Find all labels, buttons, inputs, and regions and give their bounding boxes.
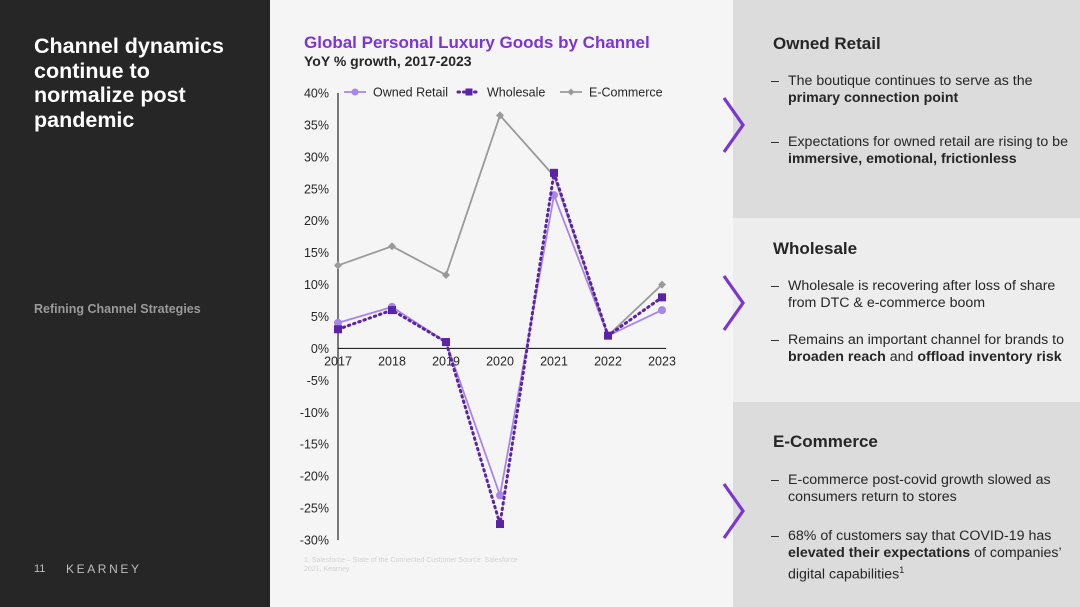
y-tick-label: -5% [307, 374, 329, 388]
y-tick-label: 0% [311, 342, 329, 356]
ecommerce-bullet-2: – 68% of customers say that COVID-19 has… [771, 528, 1062, 583]
x-tick-label: 2018 [378, 354, 406, 368]
left-panel: Channel dynamics continue to normalize p… [0, 0, 270, 607]
brand-logo: KEARNEY [66, 562, 142, 576]
slide-title: Channel dynamics continue to normalize p… [34, 34, 224, 132]
data-point [658, 306, 666, 315]
x-tick-label: 2020 [486, 354, 514, 368]
owned-retail-heading: Owned Retail [773, 34, 881, 53]
data-point [442, 270, 450, 279]
data-point [442, 338, 450, 347]
y-tick-label: 20% [304, 214, 329, 228]
chart-subtitle: YoY % growth, 2017-2023 [304, 53, 472, 69]
x-tick-label: 2022 [594, 354, 622, 368]
chevron-right-icon [722, 275, 745, 331]
chart-panel: Global Personal Luxury Goods by Channel … [270, 0, 733, 607]
series-line-e-commerce [337, 113, 663, 338]
data-point [496, 520, 504, 529]
y-tick-label: 5% [311, 310, 329, 324]
page-number: 11 [34, 563, 46, 575]
data-point [334, 318, 342, 327]
legend-marker [351, 88, 359, 96]
chart-title: Global Personal Luxury Goods by Channel [304, 33, 650, 52]
y-tick-label: 15% [304, 246, 329, 260]
data-point [496, 491, 504, 500]
data-point [334, 325, 342, 334]
owned-retail-section: Owned Retail – The boutique continues to… [722, 0, 1080, 218]
y-tick-label: -25% [300, 502, 329, 516]
chevron-right-icon [722, 483, 745, 539]
legend-label: Owned Retail [373, 86, 448, 100]
y-tick-label: 25% [304, 182, 329, 196]
y-tick-label: 30% [304, 150, 329, 164]
legend-label: Wholesale [487, 86, 545, 100]
data-point [388, 242, 396, 251]
ecommerce-heading: E-Commerce [773, 432, 878, 451]
owned-retail-bullet-2: – Expectations for owned retail are risi… [771, 134, 1068, 167]
data-point [496, 111, 504, 120]
wholesale-section: Wholesale – Wholesale is recovering afte… [722, 218, 1080, 402]
y-tick-label: -30% [300, 534, 329, 548]
x-tick-label: 2023 [648, 354, 676, 368]
legend-marker [567, 88, 575, 96]
section-label: Refining Channel Strategies [34, 302, 201, 316]
wholesale-bullet-2: – Remains an important channel for brand… [771, 332, 1065, 365]
legend-label: E-Commerce [589, 86, 663, 100]
series-line-owned-retail [337, 191, 663, 499]
owned-retail-bullet-1: – The boutique continues to serve as the… [771, 73, 1033, 106]
line-chart: 40% 35% 30% 25% 20% 15% 10% 5% 0% -5% -10% -15% -20%… [300, 86, 676, 548]
data-point [658, 293, 666, 302]
y-tick-label: 35% [304, 118, 329, 132]
x-tick-label: 2017 [324, 354, 352, 368]
y-tick-label: -15% [300, 438, 329, 452]
chevron-right-icon [722, 97, 745, 153]
footnote: 1. Salesforce – State of the Connected C… [304, 557, 518, 573]
wholesale-heading: Wholesale [773, 239, 858, 258]
y-tick-label: -20% [300, 470, 329, 484]
data-point [388, 306, 396, 315]
wholesale-bullet-1: – Wholesale is recovering after loss of … [771, 278, 1056, 311]
data-point [604, 331, 612, 340]
y-tick-label: 10% [304, 278, 329, 292]
x-tick-label: 2021 [540, 354, 568, 368]
data-point [550, 168, 558, 177]
data-point [334, 261, 342, 270]
x-tick-label: 2019 [432, 354, 460, 368]
y-tick-label: 40% [304, 87, 329, 101]
legend-marker [465, 88, 473, 96]
y-tick-label: -10% [300, 406, 329, 420]
ecommerce-section: E-Commerce – E-commerce post-covid growt… [722, 402, 1080, 607]
ecommerce-bullet-1: – E-commerce post-covid growth slowed as… [771, 472, 1051, 505]
data-point [658, 280, 666, 289]
